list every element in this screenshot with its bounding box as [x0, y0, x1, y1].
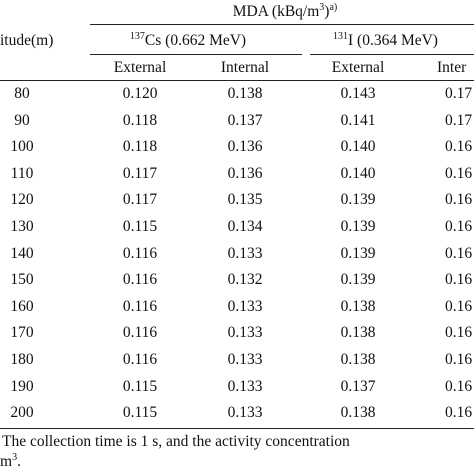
value-cell: 0.139 [340, 218, 376, 235]
value-cell: 0.16 [445, 138, 473, 156]
footnote-text: . [17, 453, 21, 470]
value-cell: 0.118 [122, 138, 158, 156]
rule [310, 54, 474, 55]
value-cell: 0.139 [340, 244, 376, 262]
value-cell: 0.138 [340, 324, 376, 342]
column-header: External [331, 59, 385, 76]
value-cell: 0.116 [122, 351, 158, 368]
value-cell: 0.16 [445, 404, 473, 422]
value-cell: 0.136 [227, 164, 263, 182]
value-cell: 0.16 [445, 297, 473, 315]
value-cell: 0.16 [445, 351, 473, 368]
altitude-cell: 140 [10, 244, 34, 262]
superscript: 137 [129, 31, 145, 42]
header-text: Cs (0.662 MeV) [144, 32, 247, 49]
superscript: 3 [319, 2, 325, 13]
value-cell: 0.138 [340, 351, 376, 368]
column-header: External [113, 59, 167, 76]
value-cell: 0.16 [445, 218, 473, 235]
superscript: 3 [12, 452, 18, 463]
value-cell: 0.138 [340, 404, 376, 422]
footnote-text: m [0, 453, 13, 470]
column-header: Internal [220, 59, 270, 76]
value-cell: 0.116 [122, 324, 158, 342]
value-cell: 0.120 [122, 85, 158, 102]
value-cell: 0.140 [340, 164, 376, 182]
header-text: MDA (kBq/m [232, 3, 320, 20]
footnote: The collection time is 1 s, and the acti… [2, 433, 350, 450]
value-cell: 0.118 [122, 111, 158, 129]
value-cell: 0.133 [227, 351, 263, 368]
value-cell: 0.139 [340, 271, 376, 289]
value-cell: 0.116 [122, 297, 158, 315]
value-cell: 0.117 [122, 164, 158, 182]
value-cell: 0.116 [122, 244, 158, 262]
altitude-cell: 80 [14, 85, 30, 102]
altitude-cell: 170 [10, 324, 34, 342]
group-header: MDA (kBq/m3)a) [233, 3, 338, 21]
column-header: Inter [437, 59, 467, 76]
value-cell: 0.16 [445, 271, 473, 289]
value-cell: 0.16 [445, 164, 473, 182]
altitude-header: itude(m) [0, 32, 54, 49]
value-cell: 0.17 [445, 85, 473, 102]
footnote-ref: a) [329, 2, 338, 13]
value-cell: 0.135 [227, 191, 263, 209]
value-cell: 0.140 [340, 138, 376, 156]
cs-header: 137Cs (0.662 MeV) [130, 32, 246, 50]
altitude-cell: 120 [10, 191, 34, 209]
value-cell: 0.137 [340, 377, 376, 395]
value-cell: 0.115 [122, 404, 158, 422]
value-cell: 0.138 [340, 297, 376, 315]
iodine-header: 131I (0.364 MeV) [333, 32, 438, 50]
value-cell: 0.115 [122, 218, 158, 235]
header-text: I (0.364 MeV) [348, 32, 438, 49]
value-cell: 0.117 [122, 191, 158, 209]
altitude-cell: 90 [14, 111, 30, 129]
value-cell: 0.133 [227, 244, 263, 262]
value-cell: 0.143 [340, 85, 376, 102]
footnote: m3. [0, 453, 21, 471]
value-cell: 0.16 [445, 191, 473, 209]
header-text: ) [324, 3, 330, 20]
altitude-cell: 130 [10, 218, 34, 235]
altitude-cell: 150 [10, 271, 34, 289]
value-cell: 0.116 [122, 271, 158, 289]
rule [90, 24, 474, 25]
value-cell: 0.132 [227, 271, 263, 289]
altitude-cell: 180 [10, 351, 34, 368]
altitude-cell: 110 [10, 164, 34, 182]
rule [0, 80, 474, 81]
value-cell: 0.141 [340, 111, 376, 129]
altitude-cell: 160 [10, 297, 34, 315]
rule [90, 54, 302, 55]
value-cell: 0.17 [445, 111, 473, 129]
value-cell: 0.139 [340, 191, 376, 209]
value-cell: 0.133 [227, 297, 263, 315]
value-cell: 0.137 [227, 111, 263, 129]
altitude-cell: 100 [10, 138, 34, 156]
altitude-cell: 200 [10, 404, 34, 422]
superscript: 131 [333, 31, 348, 42]
value-cell: 0.133 [227, 404, 263, 422]
value-cell: 0.16 [445, 377, 473, 395]
value-cell: 0.16 [445, 324, 473, 342]
value-cell: 0.133 [227, 377, 263, 395]
value-cell: 0.115 [122, 377, 158, 395]
altitude-cell: 190 [10, 377, 34, 395]
value-cell: 0.133 [227, 324, 263, 342]
rule [0, 428, 474, 429]
value-cell: 0.16 [445, 244, 473, 262]
value-cell: 0.134 [227, 218, 263, 235]
value-cell: 0.136 [227, 138, 263, 156]
value-cell: 0.138 [227, 85, 263, 102]
